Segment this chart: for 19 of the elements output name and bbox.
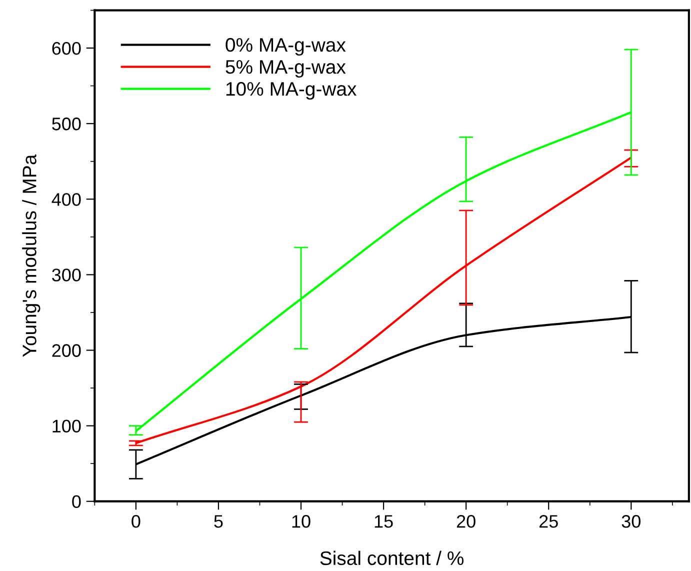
y-axis-title: Young's modulus / MPa [22, 154, 40, 357]
y-tick-label: 0 [72, 495, 81, 508]
x-tick-label: 0 [132, 515, 140, 528]
y-tick-label: 200 [52, 344, 81, 357]
y-tick-label: 600 [52, 42, 81, 55]
y-tick-label: 500 [52, 118, 81, 130]
x-axis-title: Sisal content / % [320, 550, 464, 566]
legend-label: 5% MA-g-wax [226, 60, 346, 78]
y-tick-label: 300 [52, 268, 81, 282]
x-tick-label: 30 [622, 515, 640, 528]
x-tick-label: 10 [292, 515, 310, 528]
x-tick-label: 20 [456, 515, 476, 528]
y-tick-label: 400 [52, 193, 81, 206]
legend-label: 10% MA-g-wax [226, 82, 357, 100]
x-tick-label: 15 [374, 515, 393, 528]
x-tick-label: 5 [214, 515, 223, 528]
y-tick-label: 100 [52, 420, 81, 433]
x-tick-label: 25 [539, 515, 558, 528]
legend-label: 0% MA-g-wax [226, 38, 346, 56]
